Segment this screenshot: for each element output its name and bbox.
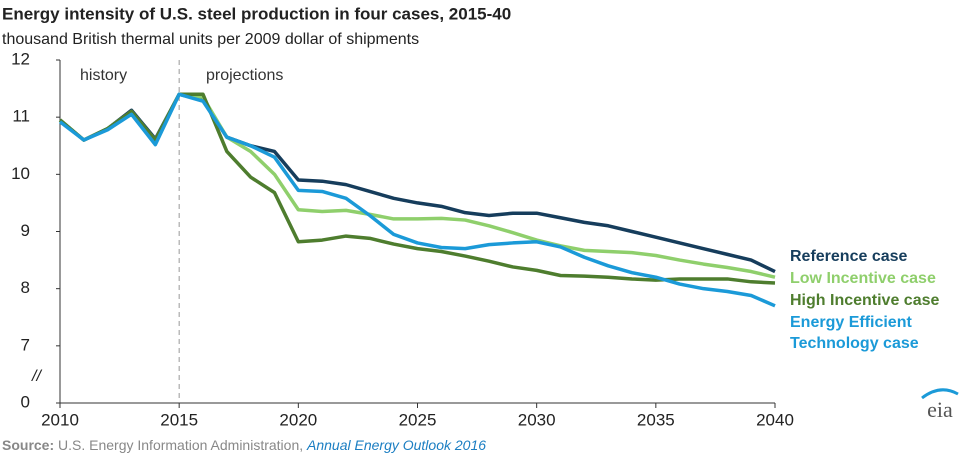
axis-break: // bbox=[31, 368, 42, 385]
source-label: Source: bbox=[2, 437, 54, 453]
source-publication: Annual Energy Outlook 2016 bbox=[306, 437, 486, 453]
legend-entry: Energy Efficient Technology case bbox=[790, 314, 919, 352]
x-tick-label: 2010 bbox=[41, 410, 79, 429]
y-tick-label: 9 bbox=[21, 221, 30, 240]
x-tick-label: 2040 bbox=[756, 410, 794, 429]
y-tick-label: 7 bbox=[21, 335, 30, 354]
logo: eia bbox=[927, 397, 953, 422]
annotation: projections bbox=[206, 67, 283, 84]
x-tick-label: 2015 bbox=[160, 410, 198, 429]
annotation: history bbox=[80, 67, 127, 84]
x-tick-label: 2020 bbox=[279, 410, 317, 429]
legend-entry: High Incentive case bbox=[790, 292, 940, 309]
x-tick-label: 2035 bbox=[637, 410, 675, 429]
chart-title: Energy intensity of U.S. steel productio… bbox=[2, 4, 511, 23]
y-tick-label: 11 bbox=[12, 107, 30, 126]
source: Source: U.S. Energy Information Administ… bbox=[2, 437, 486, 453]
y-tick-label: 10 bbox=[11, 164, 30, 183]
y-tick-label: 8 bbox=[21, 278, 30, 297]
y-tick-label: 0 bbox=[21, 392, 30, 411]
y-tick-label: 12 bbox=[11, 49, 30, 68]
logo-swoosh bbox=[921, 388, 959, 400]
x-tick-label: 2030 bbox=[518, 410, 556, 429]
series-line bbox=[58, 92, 776, 308]
source-text: U.S. Energy Information Administration, bbox=[58, 437, 303, 453]
legend-entry: Reference case bbox=[790, 248, 908, 265]
x-tick-label: 2025 bbox=[399, 410, 437, 429]
legend-entry: Low Incentive case bbox=[790, 270, 936, 287]
chart-subtitle: thousand British thermal units per 2009 … bbox=[2, 31, 419, 48]
